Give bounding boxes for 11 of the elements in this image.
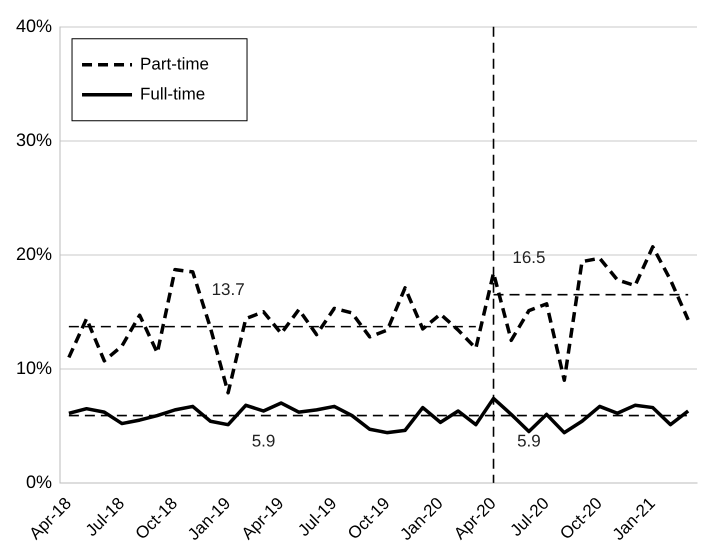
legend-label: Full-time xyxy=(140,84,206,104)
y-tick-label: 0% xyxy=(26,472,52,492)
legend-label: Part-time xyxy=(140,54,209,74)
data-label: 5.9 xyxy=(517,432,541,451)
data-label: 5.9 xyxy=(252,432,276,451)
y-tick-label: 20% xyxy=(16,244,52,264)
data-label: 16.5 xyxy=(512,248,546,267)
y-tick-label: 10% xyxy=(16,358,52,378)
y-tick-label: 30% xyxy=(16,130,52,150)
data-label: 13.7 xyxy=(212,280,245,299)
y-tick-label: 40% xyxy=(16,16,52,36)
